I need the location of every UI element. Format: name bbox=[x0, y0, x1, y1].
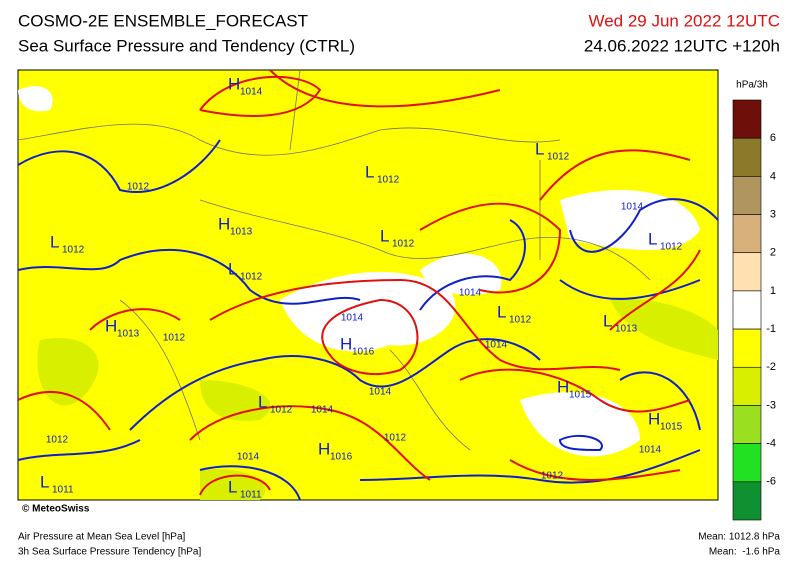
center-value: 1012 bbox=[240, 272, 263, 283]
colorbar-box bbox=[732, 481, 762, 521]
valid-time: Wed 29 Jun 2022 12UTC bbox=[588, 11, 780, 30]
center-value: 1012 bbox=[509, 315, 532, 326]
colorbar-label: 1 bbox=[770, 285, 776, 297]
colorbar-label: 4 bbox=[770, 170, 776, 182]
isobar-label: 1014 bbox=[237, 452, 260, 463]
center-letter: H bbox=[340, 334, 352, 353]
center-value: 1013 bbox=[230, 227, 253, 238]
isobar-label: 1014 bbox=[311, 405, 334, 416]
colorbar-unit: hPa/3h bbox=[736, 80, 768, 91]
isobar-label: 1012 bbox=[163, 333, 186, 344]
center-value: 1012 bbox=[547, 152, 570, 163]
center-value: 1013 bbox=[117, 329, 140, 340]
colorbar: hPa/3h 6 4 3 2 1 -1 -2 -3 -4 -6 bbox=[732, 80, 776, 521]
isobar-label: 1012 bbox=[541, 471, 564, 482]
center-letter: L bbox=[228, 477, 237, 496]
center-letter: L bbox=[258, 392, 267, 411]
center-letter: L bbox=[228, 259, 237, 278]
center-value: 1015 bbox=[569, 390, 592, 401]
isobar-label: 1014 bbox=[459, 288, 482, 299]
colorbar-box bbox=[732, 176, 762, 215]
colorbar-label: -6 bbox=[766, 476, 776, 488]
footer-left-1: Air Pressure at Mean Sea Level [hPa] bbox=[18, 532, 186, 543]
isobar-label: 1014 bbox=[485, 340, 508, 351]
isobar-labels: 1012 1014 1014 1014 1012 1014 1014 1014 1012 1012… bbox=[46, 182, 662, 482]
colorbar-box bbox=[732, 252, 762, 292]
colorbar-label: -3 bbox=[766, 399, 776, 411]
center-value: 1012 bbox=[270, 405, 293, 416]
footer-left-2: 3h Sea Surface Pressure Tendency [hPa] bbox=[18, 547, 201, 558]
credit: © MeteoSwiss bbox=[22, 504, 90, 515]
colorbar-box bbox=[732, 366, 762, 406]
center-letter: H bbox=[557, 377, 569, 396]
colorbar-label: -1 bbox=[766, 323, 776, 335]
center-letter: H bbox=[228, 74, 240, 93]
center-letter: L bbox=[535, 139, 544, 158]
footer-right-2: Mean: -1.6 hPa bbox=[709, 547, 781, 558]
isobar-label: 1014 bbox=[639, 445, 662, 456]
center-letter: L bbox=[380, 226, 389, 245]
colorbar-box bbox=[732, 328, 762, 368]
footer-right-1: Mean: 1012.8 hPa bbox=[698, 532, 780, 543]
center-letter: H bbox=[105, 316, 117, 335]
map-fields bbox=[18, 70, 718, 500]
center-value: 1012 bbox=[377, 175, 400, 186]
colorbar-label: 2 bbox=[770, 247, 776, 259]
center-letter: H bbox=[318, 439, 330, 458]
center-letter: L bbox=[50, 232, 59, 251]
colorbar-label: 3 bbox=[770, 208, 776, 220]
center-value: 1015 bbox=[660, 422, 683, 433]
center-value: 1011 bbox=[52, 485, 74, 496]
isobar-label: 1014 bbox=[621, 202, 644, 213]
isobar-label: 1014 bbox=[341, 313, 364, 324]
center-value: 1016 bbox=[330, 452, 353, 463]
title: COSMO-2E ENSEMBLE_FORECAST bbox=[18, 11, 308, 30]
center-value: 1012 bbox=[392, 239, 415, 250]
colorbar-box bbox=[732, 443, 762, 483]
subtitle: Sea Surface Pressure and Tendency (CTRL) bbox=[18, 36, 355, 55]
center-value: 1012 bbox=[660, 242, 683, 253]
center-letter: H bbox=[648, 409, 660, 428]
colorbar-box bbox=[732, 137, 762, 177]
colorbar-label: 6 bbox=[770, 132, 776, 144]
colorbar-box bbox=[732, 214, 762, 254]
center-value: 1014 bbox=[240, 87, 263, 98]
colorbar-label: -4 bbox=[766, 438, 776, 450]
center-letter: L bbox=[648, 229, 657, 248]
colorbar-box bbox=[732, 405, 762, 444]
center-value: 1011 bbox=[240, 490, 262, 501]
center-letter: L bbox=[497, 302, 506, 321]
isobar-label: 1012 bbox=[46, 435, 69, 446]
center-letter: L bbox=[40, 472, 49, 491]
map: © MeteoSwiss bbox=[17, 69, 719, 515]
isobar-label: 1012 bbox=[384, 433, 407, 444]
center-value: 1013 bbox=[615, 324, 638, 335]
colorbar-box bbox=[732, 99, 762, 139]
center-letter: H bbox=[218, 214, 230, 233]
center-letter: L bbox=[365, 162, 374, 181]
isobar-label: 1012 bbox=[127, 182, 150, 193]
center-value: 1016 bbox=[352, 347, 375, 358]
colorbar-label: -2 bbox=[766, 361, 776, 373]
colorbar-box bbox=[732, 290, 762, 330]
run-time: 24.06.2022 12UTC +120h bbox=[584, 36, 780, 55]
center-letter: L bbox=[603, 311, 612, 330]
center-value: 1012 bbox=[62, 245, 85, 256]
isobar-label: 1014 bbox=[369, 387, 392, 398]
